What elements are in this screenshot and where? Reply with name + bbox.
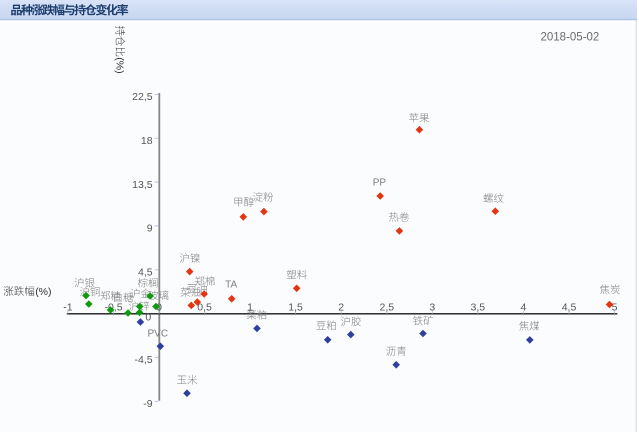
svg-text:22,5: 22,5 [132,91,153,103]
svg-text:0: 0 [156,301,162,313]
svg-text:-9: -9 [143,398,152,410]
svg-text:1,5: 1,5 [288,301,303,313]
svg-text:PP: PP [373,178,387,189]
svg-text:3: 3 [429,301,435,313]
svg-text:2,5: 2,5 [379,301,394,313]
svg-text:TA: TA [225,280,237,291]
svg-text:13,5: 13,5 [132,179,153,191]
svg-text:-4,5: -4,5 [135,354,153,366]
svg-text:4,5: 4,5 [138,267,153,279]
svg-text:(%): (%) [113,57,125,73]
svg-text:9: 9 [147,223,153,235]
svg-text:4,5: 4,5 [562,301,577,313]
svg-text:2: 2 [338,301,344,313]
svg-text:4: 4 [520,301,526,313]
svg-text:0,5: 0,5 [197,301,212,313]
svg-text:-0,5: -0,5 [104,301,122,313]
svg-text:PVC: PVC [148,329,169,340]
svg-text:18: 18 [141,135,153,147]
svg-text:(%): (%) [35,286,51,298]
svg-text:0: 0 [145,311,151,323]
svg-text:-1: -1 [63,301,72,313]
svg-text:2018-05-02: 2018-05-02 [541,32,600,44]
svg-text:1: 1 [247,301,253,313]
svg-text:5: 5 [612,301,618,313]
svg-text:3,5: 3,5 [470,301,485,313]
